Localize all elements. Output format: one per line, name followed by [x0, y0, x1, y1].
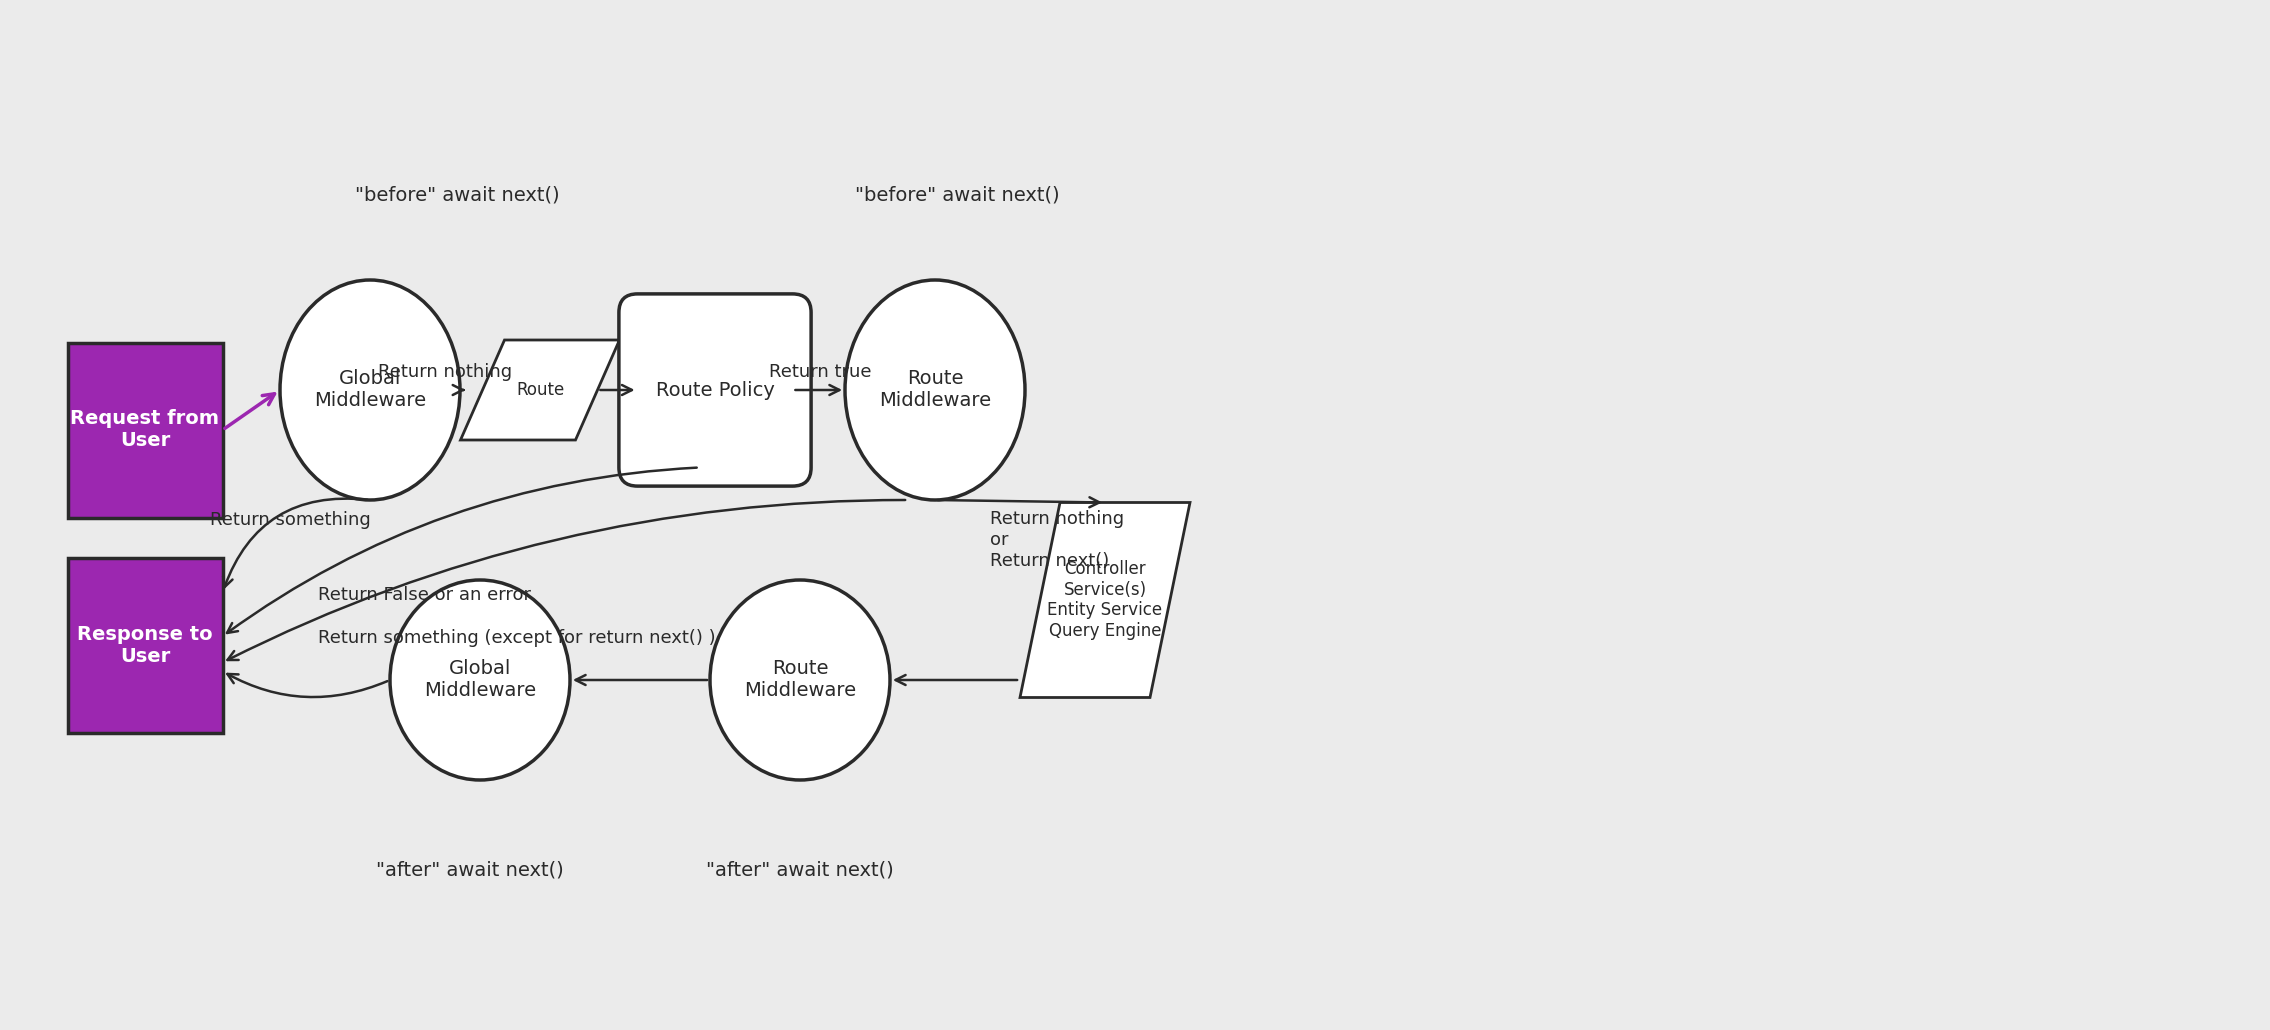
Text: Return true: Return true	[770, 363, 872, 381]
Polygon shape	[461, 340, 620, 440]
Ellipse shape	[711, 580, 890, 780]
FancyBboxPatch shape	[68, 557, 222, 732]
Text: Return nothing: Return nothing	[377, 363, 513, 381]
Polygon shape	[1019, 503, 1189, 697]
Text: Return something (except for return next() ): Return something (except for return next…	[318, 629, 715, 647]
Text: Return False or an error: Return False or an error	[318, 586, 531, 604]
Text: Global
Middleware: Global Middleware	[424, 659, 536, 700]
FancyBboxPatch shape	[620, 294, 810, 486]
Text: Global
Middleware: Global Middleware	[313, 370, 427, 411]
Text: "after" await next(): "after" await next()	[377, 860, 563, 880]
Text: "before" await next(): "before" await next()	[354, 185, 561, 205]
Text: "after" await next(): "after" await next()	[706, 860, 894, 880]
Ellipse shape	[844, 280, 1026, 500]
Text: "before" await next(): "before" await next()	[856, 185, 1060, 205]
Text: Request from
User: Request from User	[70, 410, 220, 450]
Text: Return nothing
or
Return next(): Return nothing or Return next()	[990, 510, 1124, 570]
Text: Controller
Service(s)
Entity Service
Query Engine: Controller Service(s) Entity Service Que…	[1046, 559, 1162, 641]
Text: Route
Middleware: Route Middleware	[878, 370, 992, 411]
Text: Route
Middleware: Route Middleware	[745, 659, 856, 700]
FancyBboxPatch shape	[68, 343, 222, 517]
Ellipse shape	[390, 580, 570, 780]
Text: Route Policy: Route Policy	[656, 380, 774, 400]
Text: Return something: Return something	[209, 511, 370, 529]
Ellipse shape	[279, 280, 461, 500]
Text: Response to
User: Response to User	[77, 624, 213, 665]
Text: Route: Route	[515, 381, 565, 399]
